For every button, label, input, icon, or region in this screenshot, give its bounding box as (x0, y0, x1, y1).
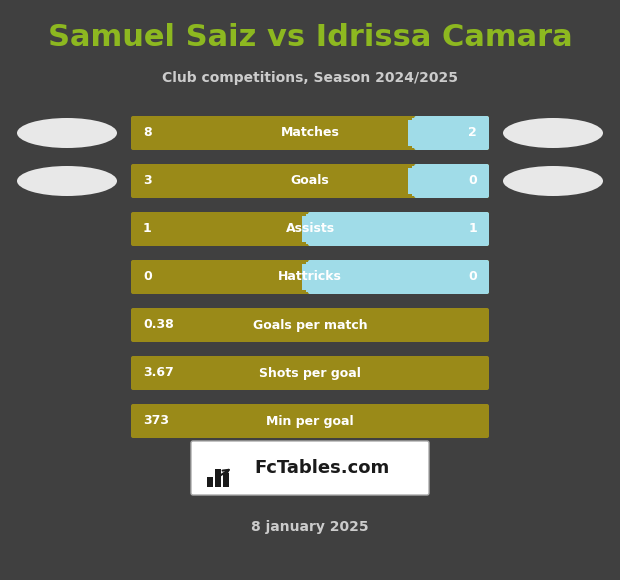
FancyBboxPatch shape (131, 260, 489, 294)
Text: 0: 0 (468, 270, 477, 284)
Text: 3: 3 (143, 175, 152, 187)
FancyBboxPatch shape (131, 212, 489, 246)
FancyBboxPatch shape (191, 441, 429, 495)
Text: FcTables.com: FcTables.com (254, 459, 389, 477)
Text: 0: 0 (468, 175, 477, 187)
Text: Assists: Assists (285, 223, 335, 235)
Text: Goals per match: Goals per match (253, 318, 367, 332)
Text: 1: 1 (468, 223, 477, 235)
Bar (412, 118, 420, 148)
Bar (306, 214, 314, 244)
FancyBboxPatch shape (131, 164, 489, 198)
FancyBboxPatch shape (414, 116, 489, 150)
FancyBboxPatch shape (131, 356, 489, 390)
Bar (207, 477, 213, 487)
Bar (223, 473, 229, 487)
Text: 8: 8 (143, 126, 152, 140)
Text: Shots per goal: Shots per goal (259, 367, 361, 379)
Bar (215, 469, 221, 487)
Bar (412, 166, 420, 196)
FancyBboxPatch shape (308, 260, 489, 294)
Text: Goals: Goals (291, 175, 329, 187)
Ellipse shape (503, 166, 603, 196)
FancyBboxPatch shape (131, 308, 489, 342)
Text: 8 january 2025: 8 january 2025 (251, 520, 369, 534)
Bar (302, 264, 312, 290)
Text: 3.67: 3.67 (143, 367, 174, 379)
Ellipse shape (17, 166, 117, 196)
Ellipse shape (503, 118, 603, 148)
Text: 373: 373 (143, 415, 169, 427)
FancyBboxPatch shape (308, 212, 489, 246)
Text: Hattricks: Hattricks (278, 270, 342, 284)
FancyBboxPatch shape (131, 116, 489, 150)
Ellipse shape (17, 118, 117, 148)
FancyBboxPatch shape (131, 404, 489, 438)
Text: 0: 0 (143, 270, 152, 284)
Bar (306, 262, 314, 292)
Text: Matches: Matches (281, 126, 339, 140)
Bar (408, 120, 419, 146)
Text: 2: 2 (468, 126, 477, 140)
Text: Samuel Saiz vs Idrissa Camara: Samuel Saiz vs Idrissa Camara (48, 24, 572, 53)
Text: 0.38: 0.38 (143, 318, 174, 332)
Text: 1: 1 (143, 223, 152, 235)
FancyBboxPatch shape (414, 164, 489, 198)
Bar (408, 168, 419, 194)
Text: Club competitions, Season 2024/2025: Club competitions, Season 2024/2025 (162, 71, 458, 85)
Text: Min per goal: Min per goal (266, 415, 354, 427)
Bar (302, 216, 312, 242)
